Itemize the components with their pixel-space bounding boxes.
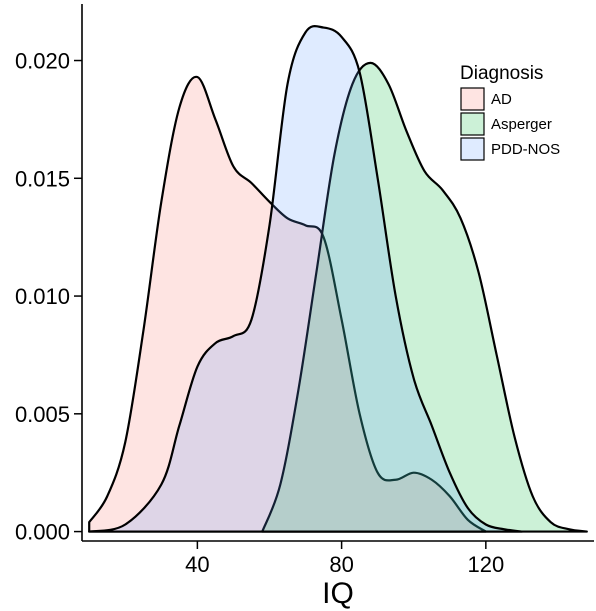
density-curves xyxy=(88,24,588,533)
x-axis-ticks: 40 80 120 xyxy=(185,541,504,577)
density-line-pdd-nos xyxy=(88,24,523,533)
legend: Diagnosis AD Asperger PDD-NOS xyxy=(460,63,560,161)
x-axis-title: IQ xyxy=(322,577,354,610)
legend-key-bg xyxy=(461,88,484,110)
x-tick-label: 80 xyxy=(329,552,353,577)
legend-label-pdd-nos: PDD-NOS xyxy=(491,141,560,158)
density-fill-ad xyxy=(89,76,486,532)
y-tick-label: 0.015 xyxy=(15,166,70,191)
legend-key-asperger xyxy=(460,112,485,136)
density-fill-asperger xyxy=(262,62,587,532)
legend-key-ad xyxy=(460,87,485,111)
density-line-ad xyxy=(88,75,487,533)
legend-label-ad: AD xyxy=(491,91,512,108)
legend-label-asperger: Asperger xyxy=(491,116,552,133)
legend-title: Diagnosis xyxy=(460,63,543,84)
density-line-asperger xyxy=(261,61,588,533)
legend-key-pdd-nos xyxy=(460,137,485,161)
y-tick-label: 0.000 xyxy=(15,520,70,545)
density-fill-pdd-nos xyxy=(89,26,522,532)
x-tick-label: 120 xyxy=(467,552,504,577)
legend-key-bg xyxy=(461,138,484,160)
y-tick-label: 0.005 xyxy=(15,402,70,427)
legend-items: AD Asperger PDD-NOS xyxy=(460,87,560,161)
y-tick-label: 0.010 xyxy=(15,284,70,309)
y-tick-label: 0.020 xyxy=(15,49,70,74)
y-axis-ticks: 0.000 0.005 0.010 0.015 0.020 xyxy=(15,49,82,545)
x-tick-label: 40 xyxy=(185,552,209,577)
legend-key-bg xyxy=(461,113,484,135)
